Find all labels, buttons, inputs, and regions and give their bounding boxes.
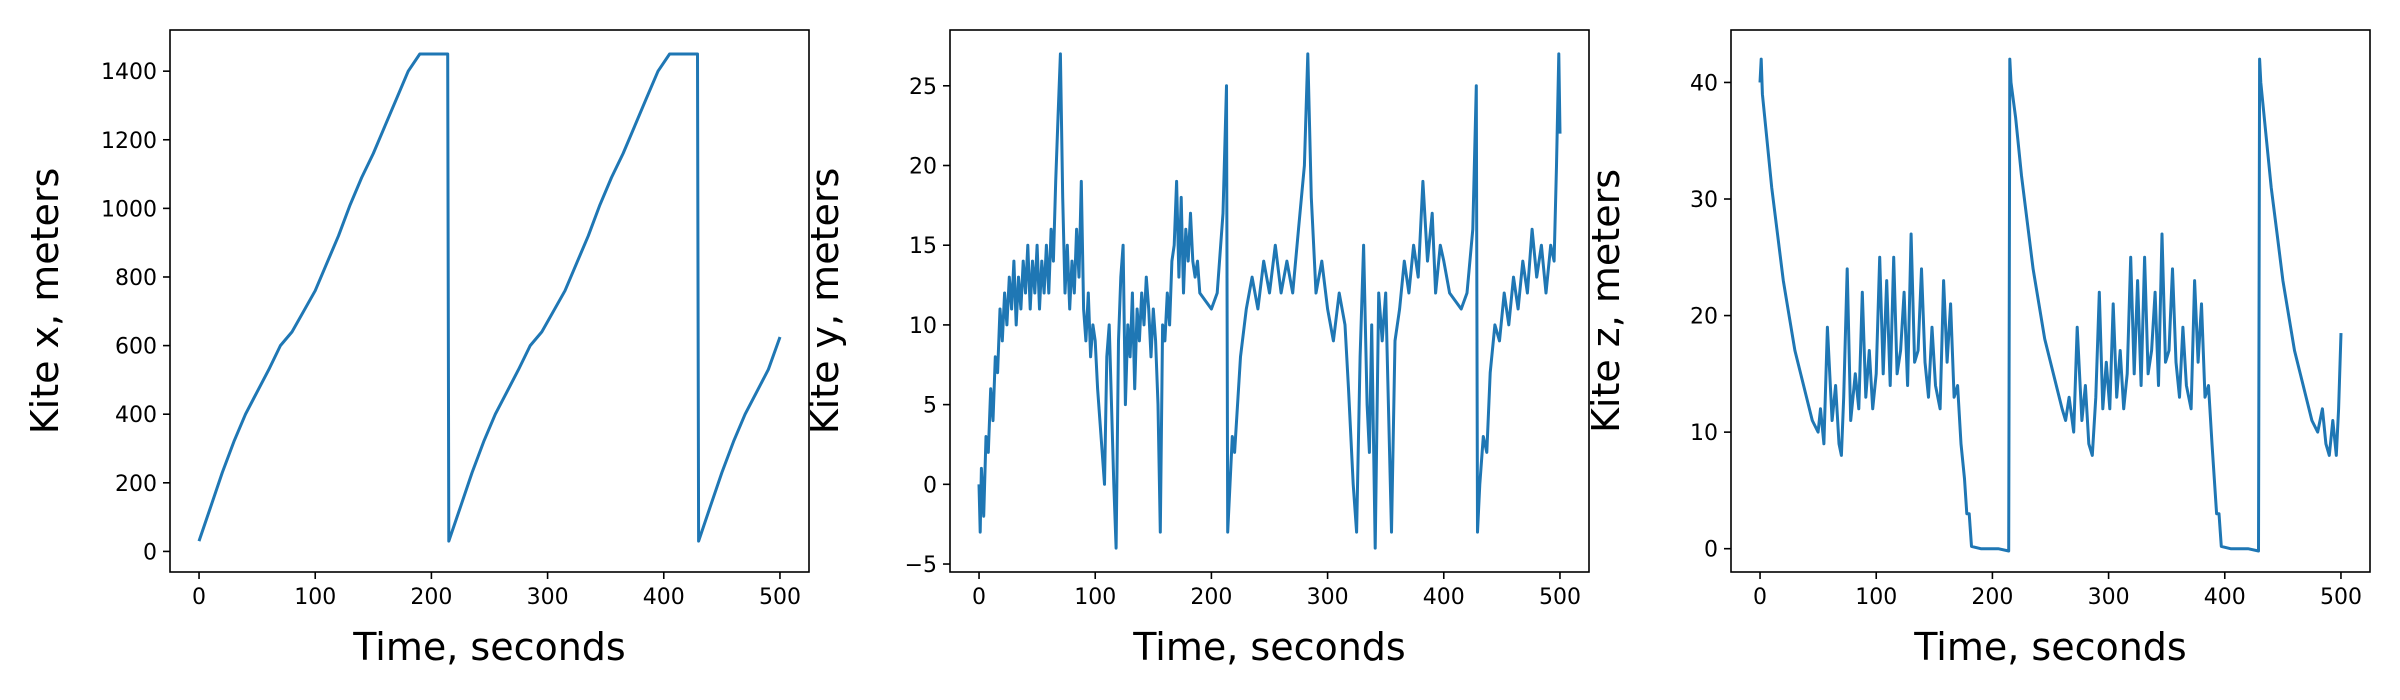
- series-line-0: [1758, 57, 2343, 553]
- x-axis-label: Time, seconds: [1132, 625, 1405, 669]
- x-tick-label: 100: [1074, 585, 1116, 610]
- x-tick-label: 500: [1539, 585, 1581, 610]
- subplot-kite-z: 0 100 200 300 400 500 0 10 20 30 40 Time, seconds Ki…: [1584, 29, 2371, 669]
- y-tick-label: 20: [909, 155, 937, 180]
- x-tick-label: 200: [410, 585, 452, 610]
- y-tick-label: 10: [909, 314, 937, 339]
- axes-frame: [1730, 29, 2371, 573]
- x-tick-label: 200: [1971, 585, 2013, 610]
- y-tick-label: 400: [115, 403, 157, 428]
- x-tick-label: 400: [1423, 585, 1465, 610]
- series-line-0: [977, 52, 1562, 550]
- y-tick-label: 40: [1690, 71, 1718, 96]
- y-tick-label: 15: [909, 234, 937, 259]
- y-tick-label: 5: [923, 394, 937, 419]
- x-axis-label: Time, seconds: [352, 625, 625, 669]
- y-tick-label: 1000: [101, 197, 157, 222]
- series-line-0: [197, 52, 782, 543]
- x-tick-label: 300: [1307, 585, 1349, 610]
- y-tick-label: 10: [1690, 421, 1718, 446]
- x-tick-label: 500: [759, 585, 801, 610]
- y-axis-label: Kite x, meters: [23, 168, 67, 435]
- y-tick-label: 25: [909, 75, 937, 100]
- y-axis-label: Kite y, meters: [803, 168, 847, 435]
- subplot-kite-x: 0 100 200 300 400 500 0 200 400 600 800 1000 1200 140…: [23, 29, 810, 669]
- y-tick-label: −5: [905, 553, 937, 578]
- x-tick-label: 0: [972, 585, 986, 610]
- x-axis-label: Time, seconds: [1913, 625, 2186, 669]
- y-tick-label: 1200: [101, 129, 157, 154]
- y-axis-label: Kite z, meters: [1584, 169, 1628, 433]
- y-tick-label: 1400: [101, 60, 157, 85]
- x-tick-label: 0: [192, 585, 206, 610]
- y-tick-label: 0: [143, 540, 157, 565]
- axes-frame: [169, 29, 810, 573]
- y-tick-label: 600: [115, 335, 157, 360]
- x-tick-label: 100: [1855, 585, 1897, 610]
- y-tick-label: 0: [1704, 538, 1718, 563]
- axes-frame: [949, 29, 1590, 573]
- y-tick-label: 30: [1690, 188, 1718, 213]
- y-tick-label: 0: [923, 473, 937, 498]
- x-tick-label: 300: [527, 585, 569, 610]
- x-tick-label: 0: [1753, 585, 1767, 610]
- x-tick-label: 400: [2204, 585, 2246, 610]
- y-tick-label: 20: [1690, 305, 1718, 330]
- x-tick-label: 100: [294, 585, 336, 610]
- x-tick-label: 500: [2320, 585, 2362, 610]
- y-tick-label: 200: [115, 472, 157, 497]
- x-tick-label: 200: [1190, 585, 1232, 610]
- x-tick-label: 400: [643, 585, 685, 610]
- y-tick-label: 800: [115, 266, 157, 291]
- subplot-kite-y: 0 100 200 300 400 500 −5 0 5 10 15 20 25 Time, second…: [803, 29, 1590, 669]
- x-tick-label: 300: [2088, 585, 2130, 610]
